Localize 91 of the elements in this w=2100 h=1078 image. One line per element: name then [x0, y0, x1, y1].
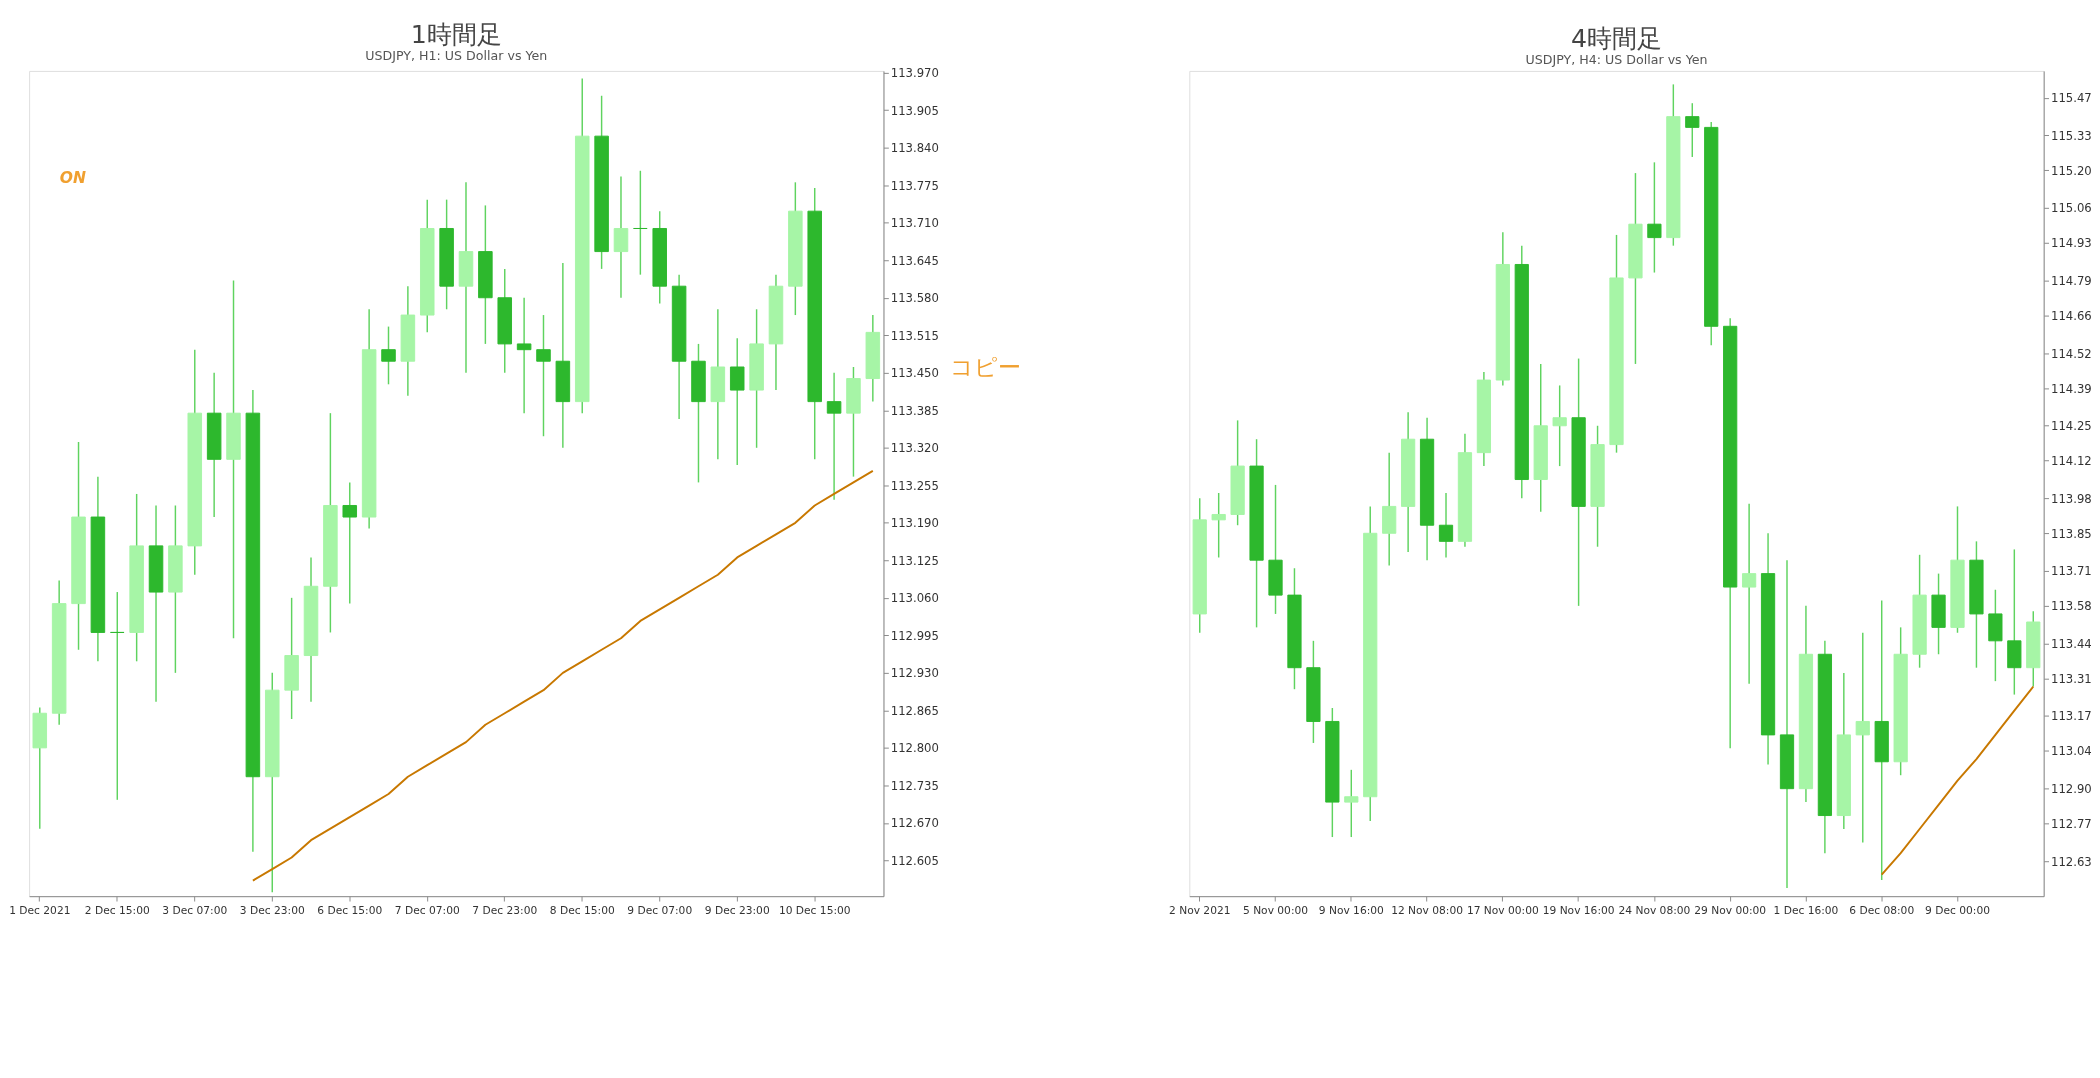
y-tick-label: 113.450	[890, 366, 939, 381]
x-tick-label: 8 Dec 15:00	[549, 904, 615, 918]
candlestick	[826, 372, 842, 501]
x-tick-label: 3 Dec 23:00	[239, 904, 305, 918]
y-tick-label: 114.79	[2050, 273, 2092, 288]
x-tick-label: 9 Dec 00:00	[1925, 904, 1991, 918]
x-tick-label: 2 Dec 15:00	[84, 904, 150, 918]
y-tick-label: 113.04	[2050, 744, 2092, 759]
y-tick-label: 113.44	[2050, 636, 2092, 651]
candlestick	[1647, 161, 1662, 274]
y-tick-label: 112.605	[890, 853, 939, 868]
x-tick-label: 12 Nov 08:00	[1391, 904, 1464, 918]
y-tick-label: 115.20	[2050, 163, 2092, 178]
candlestick	[1741, 502, 1757, 685]
candlestick	[1552, 384, 1567, 467]
y-tick-label: 113.71	[2050, 564, 2092, 579]
x-tick-label: 17 Nov 00:00	[1466, 904, 1539, 918]
y-tick-label: 113.190	[890, 516, 939, 531]
x-tick-label: 9 Dec 23:00	[704, 904, 770, 918]
y-tick-label: 115.33	[2050, 128, 2092, 143]
candlestick	[633, 170, 648, 276]
x-tick-label: 9 Dec 07:00	[627, 904, 693, 918]
y-tick-label: 112.800	[890, 741, 939, 756]
x-tick-label: 10 Dec 15:00	[778, 904, 851, 918]
y-tick-label: 113.85	[2050, 526, 2092, 541]
y-tick-label: 115.47	[2050, 91, 2092, 106]
candlestick	[1344, 769, 1359, 838]
y-tick-label: 115.06	[2050, 201, 2092, 216]
x-tick-label: 7 Dec 23:00	[472, 904, 538, 918]
y-tick-label: 113.125	[890, 553, 939, 568]
candlestick	[1685, 102, 1700, 158]
x-tick-label: 6 Dec 08:00	[1849, 904, 1915, 918]
candlestick	[613, 175, 629, 299]
candlestick	[536, 314, 551, 437]
y-tick-label: 114.66	[2050, 308, 2092, 323]
y-tick-label: 113.710	[890, 216, 939, 231]
x-tick-label: 19 Nov 16:00	[1542, 904, 1615, 918]
y-tick-label: 113.385	[890, 403, 939, 418]
y-tick-label: 113.775	[890, 178, 939, 193]
annotation: ON	[59, 168, 86, 187]
candlestick	[342, 481, 358, 605]
y-tick-label: 113.515	[890, 328, 939, 343]
y-tick-label: 113.255	[890, 478, 939, 493]
candlestick	[729, 337, 745, 466]
y-tick-label: 113.320	[890, 441, 939, 456]
x-tick-label: 1 Dec 2021	[9, 904, 71, 918]
x-tick-label: 7 Dec 07:00	[394, 904, 460, 918]
y-tick-label: 114.12	[2050, 454, 2092, 469]
y-tick-label: 113.580	[890, 291, 939, 306]
y-tick-label: 113.17	[2050, 709, 2092, 724]
x-tick-label: 29 Nov 00:00	[1694, 904, 1767, 918]
y-tick-label: 112.735	[890, 778, 939, 793]
chart-title: 4時間足	[1570, 23, 1663, 53]
candlestick	[1438, 492, 1454, 559]
chart-subtitle: USDJPY, H1: US Dollar vs Yen	[365, 48, 548, 64]
candlestick	[381, 325, 396, 386]
x-tick-label: 24 Nov 08:00	[1618, 904, 1691, 918]
y-tick-label: 113.58	[2050, 599, 2092, 614]
x-tick-label: 9 Nov 16:00	[1318, 904, 1385, 918]
x-tick-label: 6 Dec 15:00	[317, 904, 383, 918]
y-tick-label: 114.39	[2050, 381, 2092, 396]
y-tick-label: 112.670	[890, 816, 939, 831]
y-tick-label: 114.52	[2050, 346, 2092, 361]
x-tick-label: 3 Dec 07:00	[162, 904, 228, 918]
line-series	[1880, 685, 2035, 876]
y-tick-label: 112.995	[890, 628, 939, 643]
y-tick-label: 114.93	[2050, 236, 2092, 251]
x-tick-label: 1 Dec 16:00	[1773, 904, 1839, 918]
y-tick-label: 113.645	[890, 253, 939, 268]
chart-subtitle: USDJPY, H4: US Dollar vs Yen	[1525, 52, 1708, 68]
chart-title: 1時間足	[410, 19, 502, 49]
candlestick	[1211, 492, 1226, 559]
y-tick-label: 113.31	[2050, 671, 2092, 686]
candlestick	[516, 297, 532, 414]
line-series	[251, 469, 874, 882]
y-tick-label: 113.060	[890, 591, 939, 606]
y-tick-label: 112.930	[890, 666, 939, 681]
x-tick-label: 5 Nov 00:00	[1242, 904, 1309, 918]
y-tick-label: 113.840	[890, 141, 939, 156]
y-tick-label: 113.98	[2050, 491, 2092, 506]
y-tick-label: 112.77	[2050, 816, 2092, 831]
x-tick-label: 2 Nov 2021	[1169, 904, 1231, 918]
text: コピー	[949, 352, 1021, 380]
y-tick-label: 114.25	[2050, 419, 2092, 434]
y-tick-label: 112.63	[2050, 854, 2092, 869]
candlestick	[110, 591, 125, 801]
y-tick-label: 113.905	[890, 103, 939, 118]
candlestick	[1855, 632, 1870, 844]
y-tick-label: 112.865	[890, 703, 939, 718]
y-tick-label: 113.970	[890, 66, 939, 81]
y-tick-label: 112.90	[2050, 782, 2092, 797]
